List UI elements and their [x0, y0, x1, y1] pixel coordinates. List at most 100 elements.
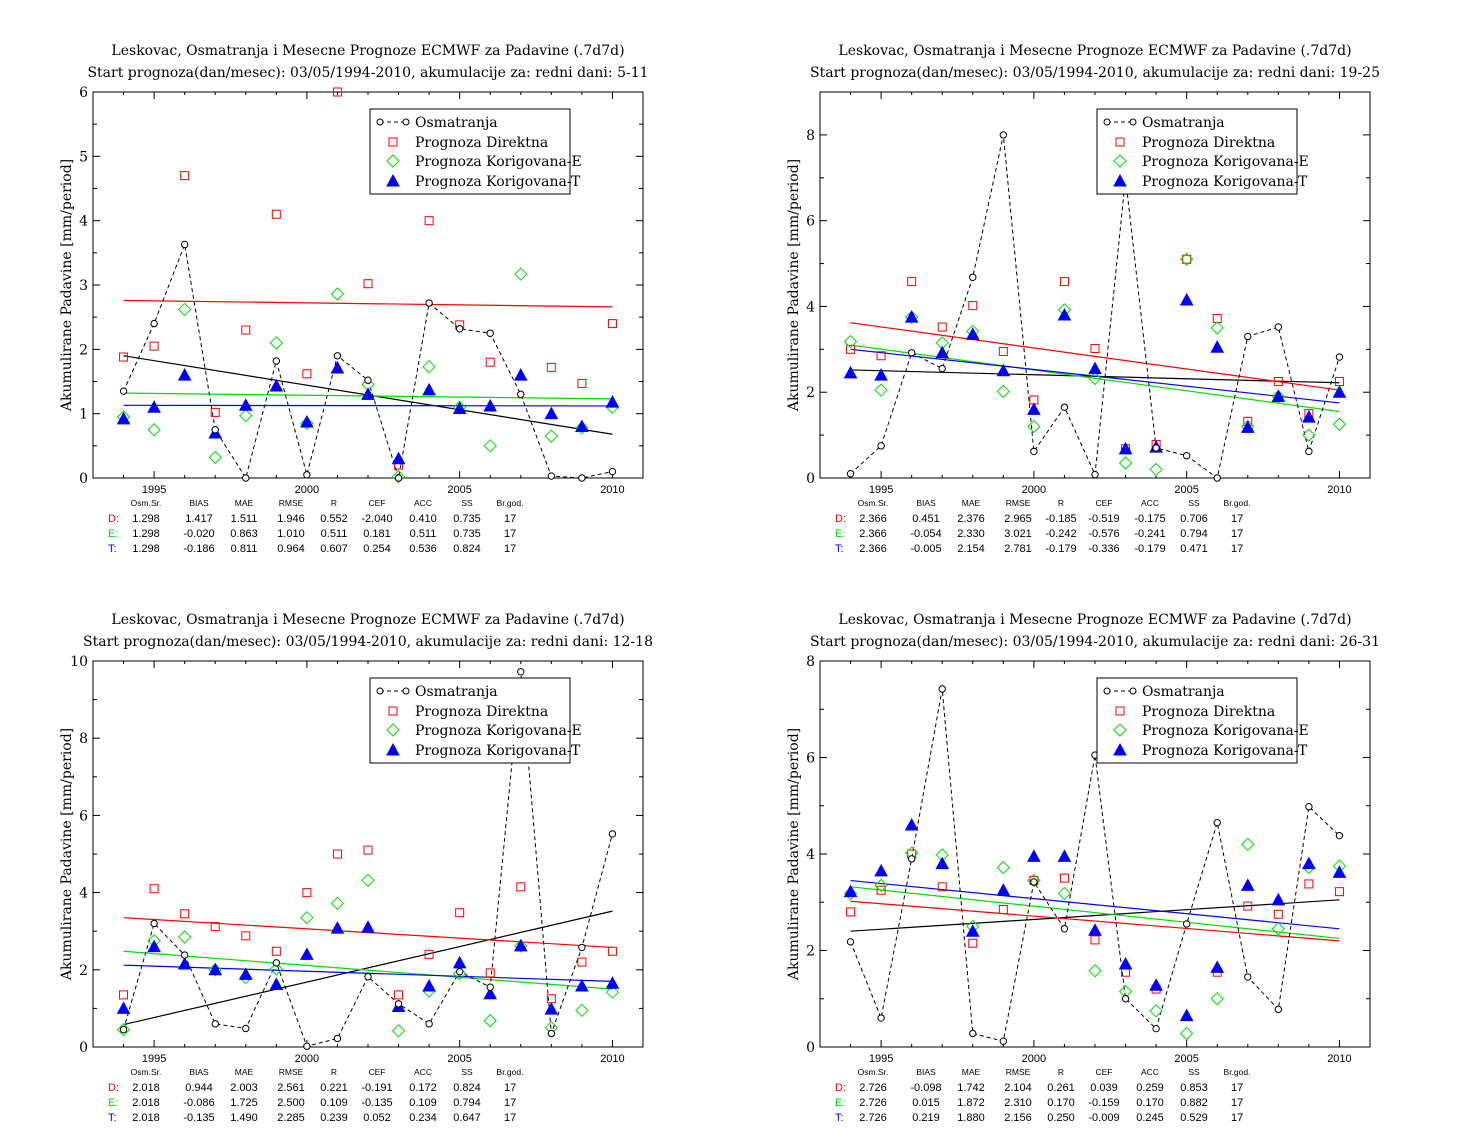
point-osmatranja — [180, 240, 189, 249]
stats-value: 0.511 — [321, 528, 348, 540]
point-prognoza-direktna — [210, 407, 220, 417]
point-osmatranja — [303, 1042, 311, 1050]
legend-label: Prognoza Direktna — [1142, 704, 1275, 720]
stats-row-label: T: — [835, 543, 844, 555]
point-prognoza-direktna — [1182, 254, 1192, 264]
point-prognoza-korigovana-t — [269, 378, 284, 392]
stats-header: SS — [1188, 1067, 1200, 1077]
stats-value: 1.946 — [277, 513, 305, 525]
point-prognoza-direktna — [937, 882, 947, 892]
stats-value: 0.529 — [1180, 1112, 1208, 1124]
point-osmatranja — [1182, 451, 1191, 460]
point-prognoza-korigovana-t — [330, 360, 345, 374]
point-prognoza-korigovana-t — [1057, 849, 1072, 862]
point-osmatranja — [877, 442, 885, 450]
point-prognoza-korigovana-e — [422, 359, 436, 374]
trend-line-obs — [850, 899, 1340, 932]
point-prognoza-korigovana-e — [1088, 371, 1102, 386]
point-osmatranja — [211, 1020, 219, 1028]
stats-value: 1.742 — [957, 1082, 985, 1094]
stats-value: 0.451 — [912, 513, 940, 525]
stats-header: R — [331, 498, 337, 508]
point-prognoza-korigovana-t — [1149, 978, 1163, 991]
y-tick-label: 6 — [806, 214, 815, 230]
point-osmatranja — [486, 983, 494, 991]
point-osmatranja — [969, 273, 977, 281]
point-prognoza-korigovana-t — [544, 406, 559, 420]
x-tick-label: 1995 — [142, 1053, 166, 1065]
stats-value: 2.366 — [859, 528, 887, 540]
point-prognoza-korigovana-t — [904, 818, 919, 831]
stats-value: 0.647 — [453, 1112, 481, 1124]
stats-value: 2.366 — [859, 513, 887, 525]
point-prognoza-direktna — [937, 322, 947, 332]
stats-header: CEF — [369, 1067, 386, 1077]
stats-header: R — [331, 1067, 337, 1077]
point-osmatranja — [578, 943, 586, 952]
point-prognoza-direktna — [1243, 901, 1253, 911]
trend-line-T — [850, 348, 1340, 404]
point-prognoza-korigovana-t — [996, 363, 1011, 377]
legend-label: Prognoza Direktna — [415, 704, 548, 720]
point-prognoza-direktna — [1059, 873, 1069, 883]
chart-subtitle: Start prognoza(dan/mesec): 03/05/1994-20… — [87, 65, 648, 81]
x-tick-label: 2010 — [1327, 484, 1351, 496]
stats-value: 1.298 — [132, 528, 160, 540]
stats-value: 0.410 — [409, 513, 437, 525]
point-osmatranja — [455, 968, 464, 976]
stats-value: 0.109 — [409, 1097, 437, 1109]
stats-header: Osm.Sr. — [858, 1067, 889, 1077]
point-prognoza-korigovana-e — [1149, 1004, 1163, 1018]
point-prognoza-direktna — [1273, 377, 1283, 386]
stats-value: 2.561 — [277, 1082, 305, 1094]
point-osmatranja — [999, 131, 1008, 139]
legend-marker-prognoza-direktna — [1115, 706, 1125, 716]
point-prognoza-korigovana-e — [330, 287, 345, 301]
stats-header: BIAS — [916, 498, 936, 508]
stats-row-label: E: — [835, 1097, 845, 1109]
point-osmatranja — [608, 467, 617, 476]
point-prognoza-korigovana-t — [605, 395, 620, 408]
point-osmatranja — [1152, 444, 1160, 452]
stats-value: 2.376 — [957, 513, 985, 525]
point-osmatranja — [1030, 878, 1038, 886]
point-prognoza-direktna — [149, 341, 159, 351]
chart-panel-1: Leskovac, Osmatranja i Mesecne Prognoze … — [59, 43, 649, 555]
point-prognoza-korigovana-t — [1057, 307, 1072, 321]
legend-marker-osmatranja — [1129, 118, 1137, 126]
stats-value: 0.735 — [453, 513, 481, 525]
stats-header: Br.god. — [1224, 498, 1251, 508]
x-tick-label: 2010 — [1327, 1053, 1351, 1065]
stats-value: 2.330 — [957, 528, 985, 540]
legend-label: Prognoza Korigovana-T — [415, 743, 581, 759]
stats-value: 17 — [1231, 543, 1243, 555]
point-prognoza-korigovana-t — [1240, 878, 1255, 891]
legend-marker-prognoza-direktna — [1115, 137, 1125, 147]
stats-header: BIAS — [189, 498, 209, 508]
point-prognoza-korigovana-t — [1118, 956, 1133, 970]
point-prognoza-korigovana-e — [1179, 252, 1194, 266]
stats-header: MAE — [962, 1067, 981, 1077]
point-osmatranja — [1091, 470, 1099, 479]
legend-label: Prognoza Korigovana-E — [1142, 154, 1309, 170]
point-osmatranja — [1060, 925, 1069, 933]
y-tick-label: 3 — [79, 278, 88, 294]
point-prognoza-direktna — [546, 362, 556, 372]
point-osmatranja — [1274, 1005, 1283, 1014]
point-prognoza-korigovana-t — [1332, 865, 1347, 878]
point-osmatranja — [180, 951, 189, 959]
point-prognoza-direktna — [577, 957, 587, 967]
point-prognoza-korigovana-t — [575, 419, 589, 433]
stats-value: -0.185 — [1045, 513, 1076, 525]
point-prognoza-korigovana-e — [843, 334, 858, 349]
stats-value: 0.607 — [320, 543, 348, 555]
stats-value: 2.104 — [1004, 1082, 1032, 1094]
stats-value: 17 — [504, 543, 516, 555]
legend-marker-prognoza-korigovana-e — [1113, 723, 1127, 737]
trend-line-D — [850, 322, 1340, 391]
point-osmatranja — [1060, 403, 1069, 411]
point-osmatranja — [150, 319, 158, 328]
stats-value: -0.135 — [183, 1112, 214, 1124]
point-prognoza-korigovana-t — [1179, 1008, 1194, 1022]
stats-value: 0.511 — [410, 528, 437, 540]
